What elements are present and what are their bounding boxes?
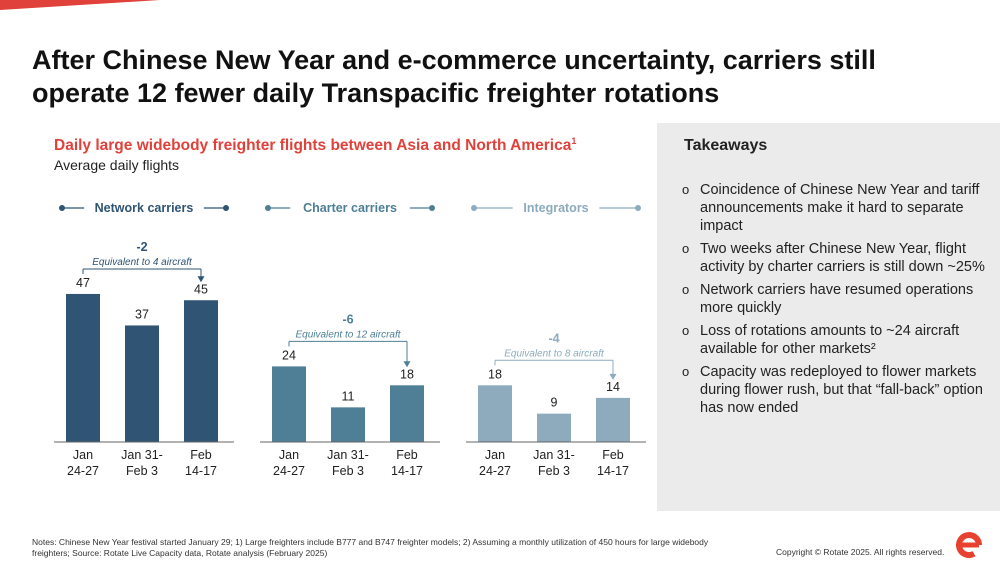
takeaway-text: Two weeks after Chinese New Year, flight… (700, 241, 985, 275)
takeaway-item: o Network carriers have resumed operation… (682, 281, 987, 317)
x-tick-label: 24-27 (479, 464, 511, 478)
legend-dot-icon (471, 205, 477, 211)
bar-value-label: 24 (282, 348, 296, 362)
x-tick-label: 24-27 (67, 464, 99, 478)
delta-label: -2 (136, 240, 147, 254)
bullet-icon: o (682, 241, 690, 256)
footnote: Notes: Chinese New Year festival started… (32, 537, 709, 558)
x-tick-label: Feb 3 (538, 464, 570, 478)
bar (66, 293, 100, 442)
arrow-down-icon (609, 373, 617, 380)
x-tick-label: 24-27 (273, 464, 305, 478)
arrow-down-icon (403, 361, 411, 368)
bar (331, 407, 365, 442)
takeaway-item: o Loss of rotations amounts to ~24 aircra… (682, 322, 987, 358)
x-tick-label: Jan (279, 448, 299, 462)
rotate-logo-icon (956, 532, 982, 559)
bar (184, 300, 218, 442)
legend-label-bg (512, 199, 600, 217)
bar (596, 397, 630, 442)
x-tick-label: Feb (190, 448, 212, 462)
takeaway-text: Capacity was redeployed to flower market… (700, 364, 983, 416)
legend-label-bg (84, 199, 204, 217)
delta-label: -4 (548, 331, 559, 345)
takeaway-item: o Capacity was redeployed to flower marke… (682, 363, 987, 417)
legend-dot-icon (635, 205, 641, 211)
x-tick-label: Jan (485, 448, 505, 462)
chart-subtitle: Daily large widebody freighter flights b… (54, 136, 576, 155)
takeaways-list: o Coincidence of Chinese New Year and tar… (682, 181, 987, 422)
x-tick-label: Jan 31- (121, 448, 163, 462)
legend-label: Integrators (523, 201, 588, 215)
bar-value-label: 9 (551, 396, 558, 410)
chart-subtitle-text: Daily large widebody freighter flights b… (54, 137, 572, 155)
delta-label: -6 (342, 312, 353, 326)
x-tick-label: 14-17 (391, 464, 423, 478)
bullet-icon: o (682, 282, 690, 297)
takeaway-text: Loss of rotations amounts to ~24 aircraf… (700, 323, 960, 357)
delta-note: Equivalent to 8 aircraft (504, 348, 605, 359)
x-tick-label: Jan 31- (533, 448, 575, 462)
bar-value-label: 14 (606, 380, 620, 394)
takeaway-text: Coincidence of Chinese New Year and tari… (700, 182, 980, 234)
delta-note: Equivalent to 4 aircraft (92, 257, 193, 268)
top-accent-bar (0, 0, 160, 10)
takeaway-item: o Coincidence of Chinese New Year and tar… (682, 181, 987, 235)
legend-label: Charter carriers (303, 201, 397, 215)
x-tick-label: 14-17 (597, 464, 629, 478)
bar (125, 325, 159, 442)
x-tick-label: Feb 3 (332, 464, 364, 478)
chart-subtitle-footnote-mark: 1 (571, 136, 577, 146)
takeaway-item: o Two weeks after Chinese New Year, fligh… (682, 240, 987, 276)
bar-value-label: 11 (342, 389, 355, 403)
slide-title: After Chinese New Year and e-commerce un… (32, 45, 876, 108)
bullet-icon: o (682, 364, 690, 379)
x-tick-label: Feb (396, 448, 418, 462)
x-tick-label: Feb 3 (126, 464, 158, 478)
bullet-icon: o (682, 182, 690, 197)
bar (537, 413, 571, 442)
bar-value-label: 18 (488, 367, 502, 381)
chart-unit-note: Average daily flights (54, 157, 180, 173)
bar-chart: Network carriers 47 37 45 Jan 24-27 Jan 31- Feb… (54, 199, 646, 478)
arrow-down-icon (197, 276, 205, 283)
takeaway-text: Network carriers have resumed operations… (700, 282, 974, 316)
bar (478, 385, 512, 442)
bar-value-label: 45 (194, 282, 208, 296)
legend-dot-icon (223, 205, 229, 211)
legend-dot-icon (429, 205, 435, 211)
takeaways-panel: Takeaways o Coincidence of Chinese New Ye… (657, 123, 1000, 511)
copyright-text: Copyright © Rotate 2025. All rights rese… (776, 547, 945, 557)
bar-value-label: 47 (76, 276, 90, 290)
bar (390, 385, 424, 442)
bar (272, 366, 306, 442)
legend-dot-icon (59, 205, 65, 211)
bullet-icon: o (682, 323, 690, 338)
x-tick-label: Jan (73, 448, 93, 462)
bar-value-label: 37 (135, 307, 149, 321)
delta-note: Equivalent to 12 aircraft (295, 329, 401, 340)
legend-label-bg (290, 199, 410, 217)
legend-dot-icon (265, 205, 271, 211)
x-tick-label: Feb (602, 448, 624, 462)
bar-value-label: 18 (400, 367, 414, 381)
legend-label: Network carriers (95, 201, 194, 215)
x-tick-label: 14-17 (185, 464, 217, 478)
takeaways-heading: Takeaways (684, 137, 768, 154)
x-tick-label: Jan 31- (327, 448, 369, 462)
